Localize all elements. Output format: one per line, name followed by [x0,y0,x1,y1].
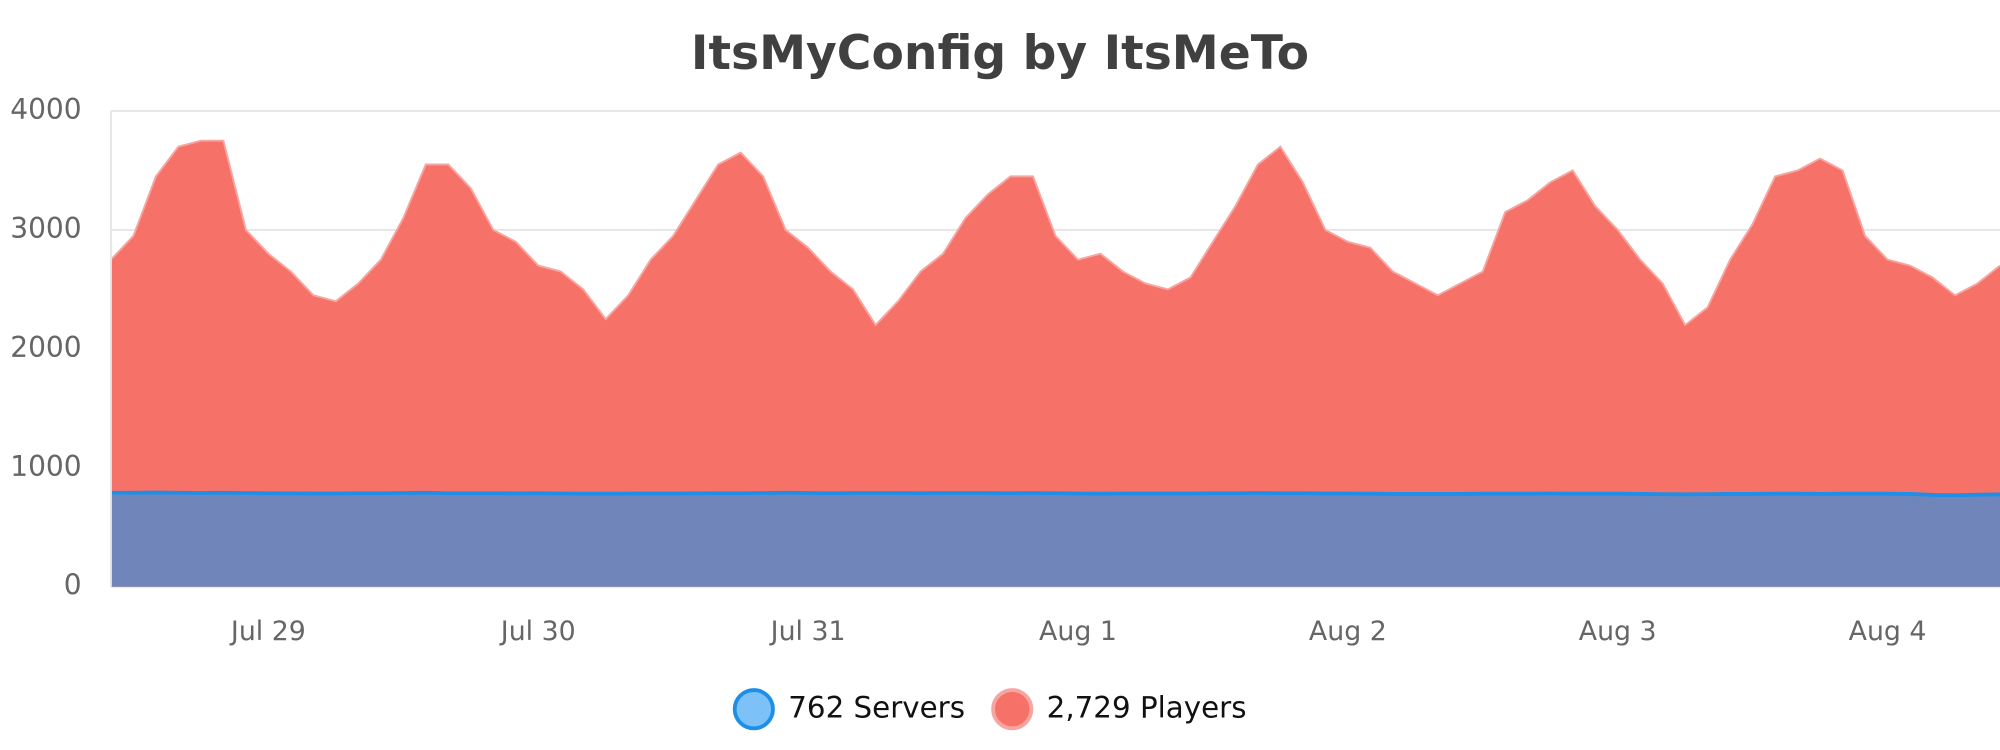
legend-label: 762 Servers [788,691,965,725]
y-tick-label: 1000 [10,450,81,483]
x-tick-label: Aug 1 [1039,616,1117,647]
x-tick-label: Aug 2 [1309,616,1387,647]
line [110,490,2000,498]
x-tick-label: Jul 30 [499,616,576,647]
legend-label: 2,729 Players [1047,691,1247,725]
plot-area [110,139,2000,587]
y-tick-label: 4000 [10,93,81,126]
area [110,492,2000,587]
axes: 0 1000 2000 3000 4000 Jul 29 Jul 30 Jul 31 Aug 1… [10,93,1926,647]
chart-title: ItsMyConfig by ItsMeTo [691,26,1309,81]
y-tick-label: 0 [64,569,82,602]
legend-marker [732,688,775,731]
y-tick-label: 2000 [10,331,81,364]
area [110,140,2000,587]
x-tick-label: Jul 29 [229,616,306,647]
x-tick-label: Aug 4 [1849,616,1927,647]
line [110,139,2000,327]
series-1 [110,139,2000,587]
y-tick-label: 3000 [10,212,81,245]
x-tick-label: Aug 3 [1579,616,1657,647]
legend-marker [991,688,1034,731]
legend: 762 Servers 2,729 Players [732,688,1247,731]
series-0 [110,490,2000,587]
x-tick-label: Jul 31 [769,616,846,647]
